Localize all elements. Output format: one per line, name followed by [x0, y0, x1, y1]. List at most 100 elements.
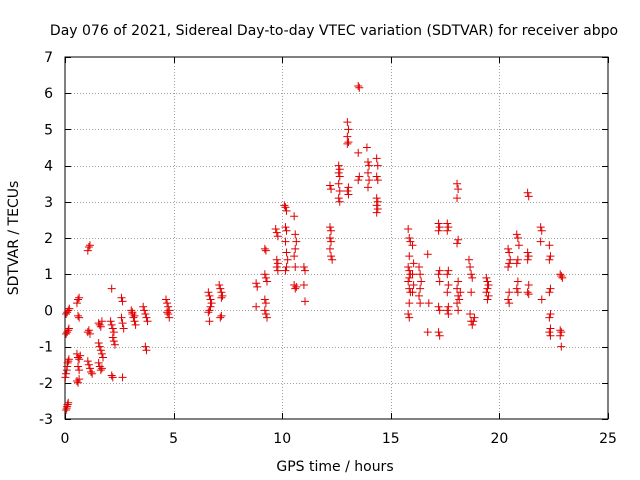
data-point	[83, 246, 92, 255]
data-point	[206, 302, 215, 311]
data-point	[454, 185, 463, 194]
data-point	[354, 148, 363, 157]
data-point	[513, 288, 522, 297]
data-point	[434, 226, 443, 235]
data-point	[444, 281, 453, 290]
data-point	[88, 369, 97, 378]
data-point	[416, 284, 425, 293]
data-point	[453, 239, 462, 248]
data-point	[282, 206, 291, 215]
data-point	[536, 237, 545, 246]
data-point	[107, 371, 116, 380]
data-point	[63, 400, 72, 409]
data-point	[299, 281, 308, 290]
data-point	[484, 281, 493, 290]
x-tick-label: 20	[490, 431, 508, 447]
data-point	[335, 172, 344, 181]
data-point	[95, 320, 104, 329]
data-point	[95, 342, 104, 351]
data-point	[205, 306, 214, 315]
data-point	[97, 364, 106, 373]
data-point	[262, 313, 271, 322]
data-point	[253, 282, 262, 291]
data-points	[61, 81, 567, 414]
data-point	[335, 197, 344, 206]
data-point	[344, 190, 353, 199]
data-point	[409, 281, 418, 290]
data-point	[546, 331, 555, 340]
y-axis-label: SDTVAR / TECUs	[6, 181, 22, 296]
data-point	[545, 255, 554, 264]
data-point	[216, 284, 225, 293]
data-point	[85, 364, 94, 373]
data-point	[72, 349, 81, 358]
data-point	[454, 235, 463, 244]
data-point	[205, 317, 214, 326]
data-point	[139, 302, 148, 311]
data-point	[504, 262, 513, 271]
data-point	[206, 295, 215, 304]
y-tick-label: 1	[44, 267, 53, 283]
data-point	[63, 308, 72, 317]
data-point	[142, 346, 151, 355]
data-point	[354, 81, 363, 90]
data-point	[164, 310, 173, 319]
y-tick-label: 2	[44, 231, 53, 247]
data-point	[524, 192, 533, 201]
data-point	[444, 266, 453, 275]
y-tick-label: 3	[44, 195, 53, 211]
data-point	[344, 125, 353, 134]
data-point	[272, 262, 281, 271]
data-point	[327, 252, 336, 261]
data-point	[513, 234, 522, 242]
data-point	[64, 306, 73, 315]
data-point	[97, 317, 106, 326]
data-point	[328, 255, 337, 264]
data-point	[335, 186, 344, 195]
data-point	[469, 317, 478, 326]
data-point	[204, 308, 213, 317]
data-point	[343, 118, 352, 127]
data-point	[327, 226, 336, 235]
data-point	[546, 324, 555, 333]
data-point	[545, 288, 554, 297]
data-point	[109, 328, 118, 337]
data-point	[545, 241, 554, 250]
data-point	[453, 299, 462, 308]
data-point	[75, 355, 84, 364]
data-point	[63, 328, 72, 337]
data-point	[74, 353, 83, 362]
data-point	[405, 284, 414, 293]
data-point	[207, 299, 216, 308]
data-point	[127, 306, 136, 315]
data-point	[468, 320, 477, 329]
data-point	[281, 203, 290, 212]
data-point	[301, 297, 310, 306]
data-point	[343, 186, 352, 195]
data-point	[344, 138, 353, 147]
x-tick-labels: 0 5 10 15 20 25	[61, 431, 617, 447]
data-point	[409, 259, 418, 268]
data-point	[75, 293, 84, 302]
data-point	[483, 277, 492, 286]
data-point	[107, 320, 116, 329]
data-point	[557, 342, 566, 351]
data-point	[85, 329, 94, 338]
x-tick-label: 25	[599, 431, 617, 447]
data-point	[252, 279, 261, 288]
data-point	[204, 288, 213, 297]
data-point	[107, 284, 116, 293]
y-tick-label: 7	[44, 50, 53, 66]
data-point	[372, 172, 381, 181]
data-point	[484, 291, 493, 300]
data-point	[64, 398, 73, 407]
x-tick-label: 15	[382, 431, 400, 447]
data-point	[355, 83, 364, 92]
data-point	[434, 270, 443, 279]
data-point	[334, 168, 343, 177]
data-point	[252, 302, 261, 311]
data-point	[118, 319, 127, 328]
data-point	[117, 313, 126, 322]
data-point	[84, 326, 93, 335]
y-tick-label: -1	[39, 340, 53, 356]
